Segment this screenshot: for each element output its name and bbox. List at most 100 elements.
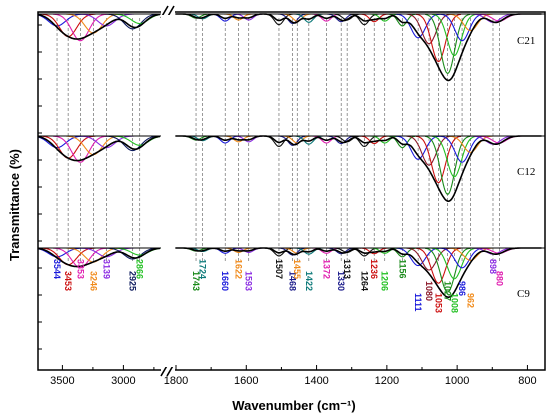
envelope-C12-1	[176, 135, 542, 202]
peak-label-962: 962	[465, 293, 475, 308]
peak-1622-C21	[223, 13, 253, 21]
peak-1236-C12	[359, 135, 389, 145]
peak-3544-C9	[37, 247, 85, 258]
peak-1468-C9	[278, 247, 307, 256]
peak-986-C12	[439, 135, 485, 163]
x-tick-label-3500: 3500	[50, 375, 74, 387]
peak-2925-C12	[105, 135, 160, 152]
peak-1053-C12	[415, 135, 462, 184]
panel-label-c9: C9	[517, 288, 530, 300]
peak-3544-C12	[38, 135, 85, 149]
peak-986-C21	[439, 13, 485, 42]
peak-1330-C12	[326, 135, 356, 145]
envelope-C21-0	[37, 13, 161, 40]
peak-label-1027: 1027	[443, 281, 453, 301]
peak-1008-C12	[431, 135, 477, 178]
peak-1455-C12	[282, 135, 312, 144]
x-axis-ticks: 3500 3000 1800 1600 1400 1200 1000 800	[38, 24, 537, 387]
peak-label-1507: 1507	[274, 259, 284, 279]
envelope-C21-1	[176, 13, 542, 82]
peak-label-3246: 3246	[88, 271, 98, 291]
envelope-C12-0	[37, 135, 160, 162]
peak-label-3453: 3453	[63, 271, 73, 291]
peak-label-986: 986	[457, 281, 467, 296]
peak-3139-C12	[79, 135, 134, 149]
baselines	[38, 13, 545, 249]
peak-1080-C9	[406, 247, 452, 271]
peak-label-2866: 2866	[135, 259, 145, 279]
peak-label-1313: 1313	[342, 259, 352, 279]
plot-frame	[37, 5, 546, 377]
peak-1468-C12	[278, 135, 307, 146]
x-tick-label-1200: 1200	[375, 375, 399, 387]
fitted-peaks	[37, 13, 522, 293]
peak-label-1264: 1264	[359, 271, 369, 291]
envelope-C9-1	[176, 247, 542, 298]
peak-1111-C21	[395, 13, 441, 39]
peak-label-1111: 1111	[413, 293, 423, 312]
peak-label-898: 898	[488, 259, 498, 274]
peak-986-C9	[439, 247, 485, 269]
peak-label-1008: 1008	[449, 293, 459, 313]
peak-label-1422: 1422	[304, 271, 314, 291]
x-tick-label-1800: 1800	[164, 375, 188, 387]
peak-label-1156: 1156	[397, 259, 407, 279]
break-strip	[161, 15, 175, 367]
x-axis-title: Wavenumber (cm⁻¹)	[232, 398, 355, 413]
peak-label-1743: 1743	[191, 271, 201, 291]
peak-962-C12	[448, 135, 493, 153]
peak-1468-C21	[278, 13, 307, 25]
y-axis-title: Transmittance (%)	[7, 149, 22, 261]
peak-2925-C9	[105, 247, 160, 260]
x-tick-label-1600: 1600	[234, 375, 258, 387]
peak-1111-C12	[395, 135, 441, 160]
break-gap-bottom	[161, 367, 175, 373]
peak-1622-C12	[223, 135, 253, 143]
peak-3353-C12	[53, 135, 108, 163]
peak-label-2925: 2925	[128, 271, 138, 291]
peak-label-3544: 3544	[52, 259, 62, 279]
peak-1053-C21	[415, 13, 462, 63]
peak-label-1080: 1080	[424, 281, 434, 301]
peak-label-1455: 1455	[292, 259, 302, 279]
peak-label-1053: 1053	[434, 293, 444, 313]
measured-envelopes	[37, 13, 542, 298]
peak-1372-C21	[311, 13, 341, 22]
peak-1008-C9	[431, 247, 477, 280]
envelope-C9-0	[38, 247, 160, 268]
peak-label-1330: 1330	[336, 271, 346, 291]
peak-label-1622: 1622	[234, 259, 244, 279]
peak-3353-C9	[53, 247, 108, 269]
peak-1455-C21	[282, 13, 312, 22]
peak-1206-C12	[370, 135, 399, 144]
peak-1236-C9	[359, 247, 389, 255]
panel-label-c21: C21	[517, 35, 535, 47]
peak-962-C21	[448, 13, 493, 32]
peak-label-1468: 1468	[288, 271, 298, 291]
x-tick-label-1000: 1000	[445, 375, 469, 387]
x-tick-label-800: 800	[518, 375, 536, 387]
peak-1330-C9	[326, 247, 356, 255]
peak-label-880: 880	[494, 271, 504, 286]
plot-border	[37, 11, 546, 371]
peak-label-1660: 1660	[220, 271, 230, 291]
peak-1027-C12	[425, 135, 471, 195]
peak-1236-C21	[359, 13, 389, 23]
peak-2925-C21	[105, 13, 160, 30]
peak-1027-C21	[425, 13, 471, 74]
peak-1206-C21	[370, 13, 399, 22]
peak-1053-C9	[415, 247, 462, 284]
peak-label-1372: 1372	[321, 259, 331, 279]
peak-1008-C21	[431, 13, 477, 57]
peak-3353-C21	[53, 13, 108, 42]
peak-label-1236: 1236	[369, 259, 379, 279]
peak-label-1206: 1206	[380, 271, 390, 291]
peak-label-3353: 3353	[75, 259, 85, 279]
peak-label-1724: 1724	[198, 259, 208, 279]
peak-3544-C21	[37, 13, 85, 27]
break-gap-top	[161, 9, 175, 15]
peak-1330-C21	[326, 13, 356, 23]
peak-1027-C9	[425, 247, 471, 293]
